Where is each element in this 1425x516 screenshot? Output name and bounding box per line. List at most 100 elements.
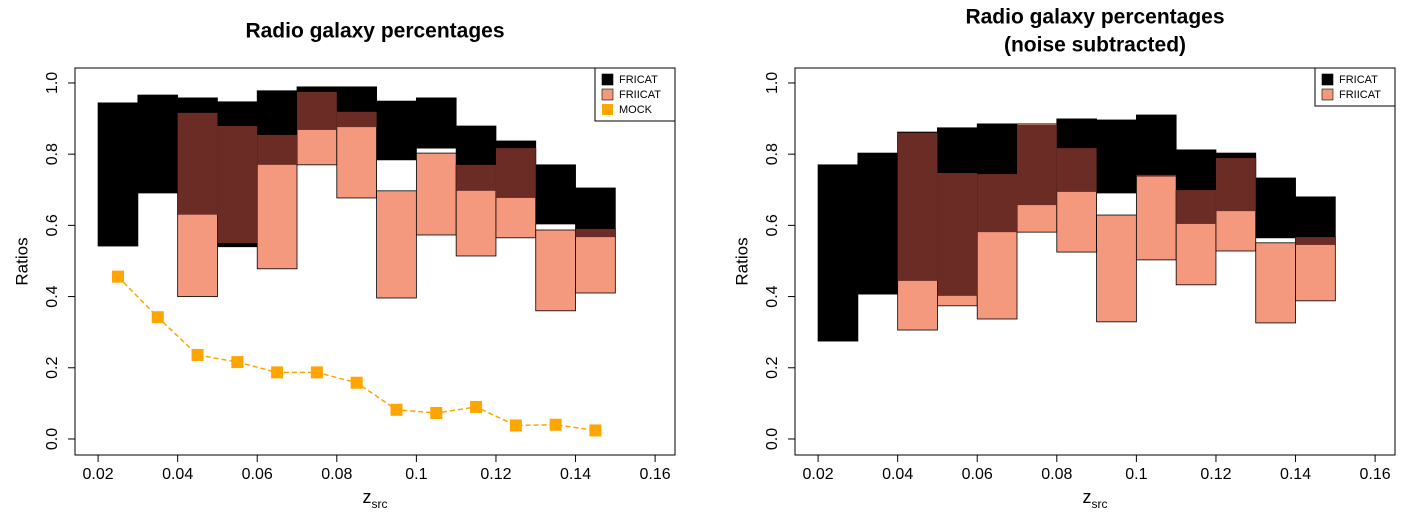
band-bar [1255, 242, 1296, 324]
band-bar [535, 229, 576, 312]
band-bar [575, 228, 616, 294]
overlap-bar [177, 112, 218, 215]
x-tick-label: 0.04 [882, 466, 913, 483]
band-bar [1135, 174, 1177, 261]
x-axis-label-sub: src [1092, 497, 1108, 511]
series-line [117, 276, 596, 432]
overlap-bar [297, 91, 337, 130]
overlap-bar [257, 134, 298, 165]
x-axis-label-sub: src [372, 497, 388, 511]
x-axis-label: zsrc [1083, 487, 1108, 511]
legend-swatch [1321, 73, 1334, 86]
band-bar [415, 152, 457, 236]
legend-label: FRIICAT [1339, 89, 1381, 101]
overlap-bar [897, 132, 938, 281]
y-tick-label: 0.8 [764, 143, 781, 165]
chart-title: (noise subtracted) [1004, 34, 1186, 57]
y-tick-label: 0.6 [764, 214, 781, 236]
overlap-bar [1176, 190, 1216, 224]
chart: Radio galaxy percentages 0.02 0.04 0.06 0.08… [12, 20, 676, 511]
x-tick-label: 0.02 [803, 466, 834, 483]
y-tick-label: 0.0 [764, 428, 781, 450]
x-tick-label: 0.08 [1041, 466, 1072, 483]
x-tick-label: 0.1 [1125, 466, 1147, 483]
overlap-bar [575, 228, 616, 238]
band-bar [415, 97, 457, 149]
chart: Radio galaxy percentages (noise subtracte… [732, 6, 1396, 511]
x-axis-label: zsrc [363, 487, 388, 511]
x-tick-label: 0.12 [480, 466, 511, 483]
overlap-bar [937, 173, 978, 296]
x-tick-label: 0.04 [162, 466, 193, 483]
band-bar [1135, 114, 1177, 177]
legend-label: FRIICAT [619, 89, 661, 101]
y-tick-label: 1.0 [44, 72, 61, 94]
overlap-bar [1295, 237, 1336, 245]
x-tick-label: 0.12 [1200, 466, 1231, 483]
point [310, 366, 323, 379]
x-axis-label-main: z [1083, 487, 1092, 507]
overlap-bar [1215, 158, 1256, 212]
band-bar [376, 100, 417, 161]
point [231, 356, 244, 369]
legend-label: FRICAT [619, 74, 658, 86]
y-tick-label: 0.2 [764, 357, 781, 379]
band-bar [1255, 177, 1296, 239]
x-tick-label: 0.06 [242, 466, 273, 483]
x-tick-label: 0.06 [962, 466, 993, 483]
y-tick-label: 0.0 [44, 428, 61, 450]
band-bar [1096, 214, 1137, 323]
y-tick-label: 0.6 [44, 214, 61, 236]
plot-frame [74, 67, 676, 456]
chart-title: Radio galaxy percentages [965, 6, 1224, 29]
y-tick-label: 0.2 [44, 357, 61, 379]
band-bar [1295, 236, 1336, 302]
y-axis-label: Ratios [12, 237, 31, 285]
band-bar [1096, 119, 1137, 194]
point [111, 270, 124, 283]
overlap-bar [495, 148, 536, 198]
x-tick-label: 0.14 [1280, 466, 1311, 483]
legend-swatch [601, 73, 614, 86]
band-bar [857, 152, 899, 295]
point [350, 376, 363, 389]
band-bar [535, 164, 576, 225]
point [191, 348, 204, 361]
legend-swatch [1321, 88, 1334, 101]
overlap-bar [1017, 124, 1057, 206]
x-tick-label: 0.16 [1360, 466, 1391, 483]
point [271, 366, 284, 379]
x-tick-label: 0.1 [405, 466, 427, 483]
plot-frame [794, 67, 1396, 456]
x-axis-label-main: z [363, 487, 372, 507]
point [549, 418, 562, 431]
point [470, 400, 483, 413]
overlap-bar [456, 164, 496, 191]
legend-label: MOCK [619, 104, 653, 116]
overlap-bar [336, 111, 377, 128]
point [430, 406, 443, 419]
x-tick-label: 0.16 [640, 466, 671, 483]
band-bar [376, 190, 417, 299]
band-bar [97, 102, 139, 247]
point [589, 424, 602, 437]
legend-swatch [601, 88, 614, 101]
point [509, 419, 522, 432]
y-tick-label: 0.4 [764, 285, 781, 307]
point [151, 311, 164, 324]
overlap-bar [1056, 148, 1097, 192]
band-bar [817, 164, 859, 342]
y-axis-label: Ratios [732, 237, 751, 285]
y-tick-label: 0.4 [44, 285, 61, 307]
overlap-bar [217, 126, 258, 244]
band-bar [137, 94, 179, 194]
chart-title: Radio galaxy percentages [245, 20, 504, 43]
point [390, 403, 403, 416]
x-tick-label: 0.02 [83, 466, 114, 483]
overlap-bar [1136, 174, 1177, 177]
y-tick-label: 0.8 [44, 143, 61, 165]
x-tick-label: 0.14 [560, 466, 591, 483]
legend-swatch [602, 104, 613, 115]
y-tick-label: 1.0 [764, 72, 781, 94]
